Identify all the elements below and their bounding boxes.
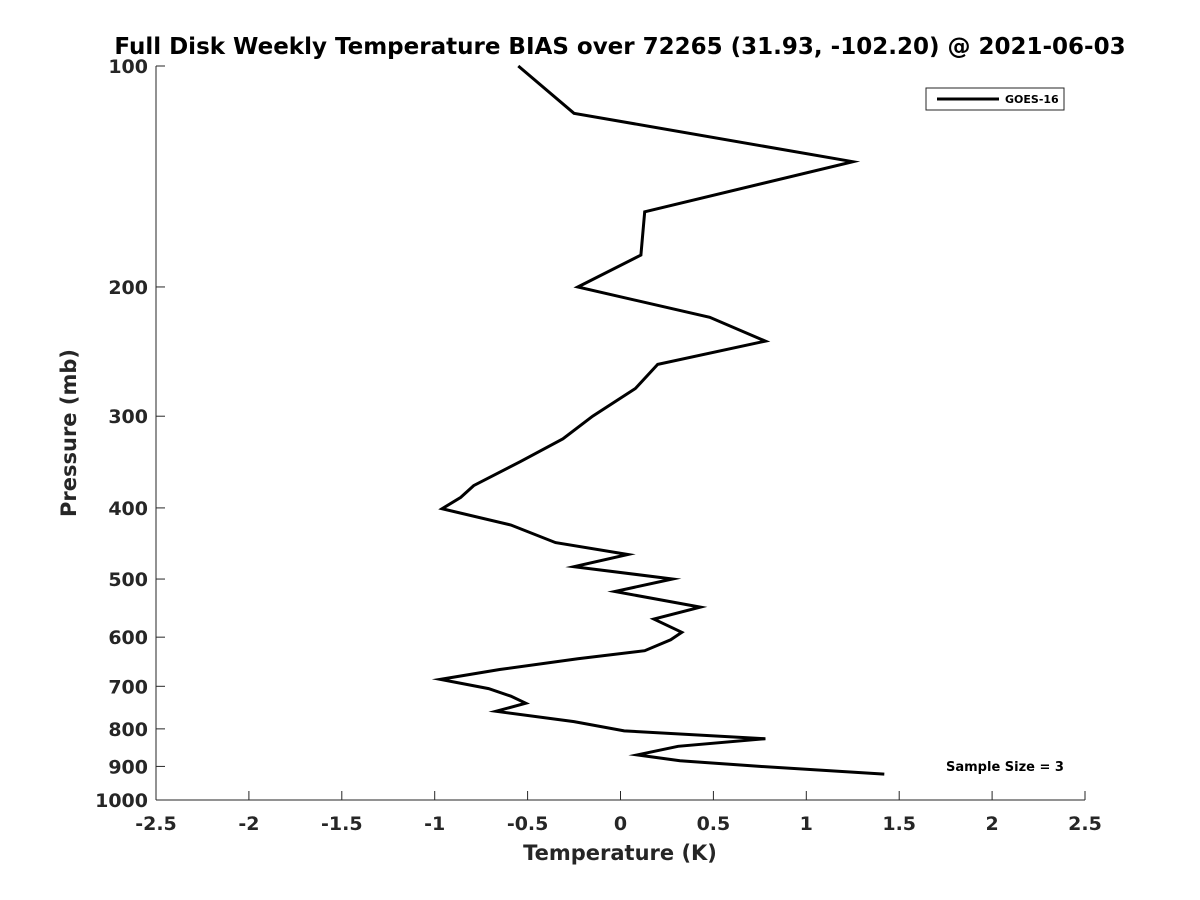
y-tick-label: 700: [108, 676, 148, 698]
y-tick-label: 600: [108, 627, 148, 649]
x-tick-label: -0.5: [507, 813, 549, 835]
x-tick-label: -1: [424, 813, 445, 835]
y-axis-label: Pressure (mb): [57, 349, 81, 517]
y-tick-label: 200: [108, 277, 148, 299]
x-tick-label: -2.5: [135, 813, 177, 835]
y-tick-label: 500: [108, 569, 148, 591]
x-tick-label: 0: [614, 813, 627, 835]
x-tick-label: 2.5: [1068, 813, 1102, 835]
y-tick-label: 400: [108, 498, 148, 520]
y-axis-ticks: 100 200 300 400 500 600 700 800 900 1000: [95, 56, 165, 812]
series-layer: [431, 64, 885, 776]
x-tick-label: -1.5: [321, 813, 363, 835]
legend-label-goes-16: GOES-16: [1005, 93, 1059, 106]
legend: GOES-16: [925, 87, 1065, 111]
y-tick-label: 900: [108, 756, 148, 778]
series-line-goes-16: [431, 64, 885, 776]
x-tick-label: 2: [985, 813, 998, 835]
chart-title: Full Disk Weekly Temperature BIAS over 7…: [114, 34, 1125, 60]
x-tick-label: -2: [238, 813, 259, 835]
x-tick-label: 1.5: [882, 813, 916, 835]
y-tick-label: 800: [108, 719, 148, 741]
x-tick-label: 1: [800, 813, 813, 835]
sample-size-annotation: Sample Size = 3: [946, 760, 1064, 775]
y-tick-label: 1000: [95, 790, 148, 812]
y-tick-label: 100: [108, 56, 148, 78]
plot-area: [156, 66, 1085, 800]
x-axis-label: Temperature (K): [523, 841, 717, 865]
x-axis-ticks: -2.5 -2 -1.5 -1 -0.5 0 0.5 1 1.5 2 2.5: [135, 791, 1102, 835]
y-tick-label: 300: [108, 406, 148, 428]
x-tick-label: 0.5: [697, 813, 731, 835]
